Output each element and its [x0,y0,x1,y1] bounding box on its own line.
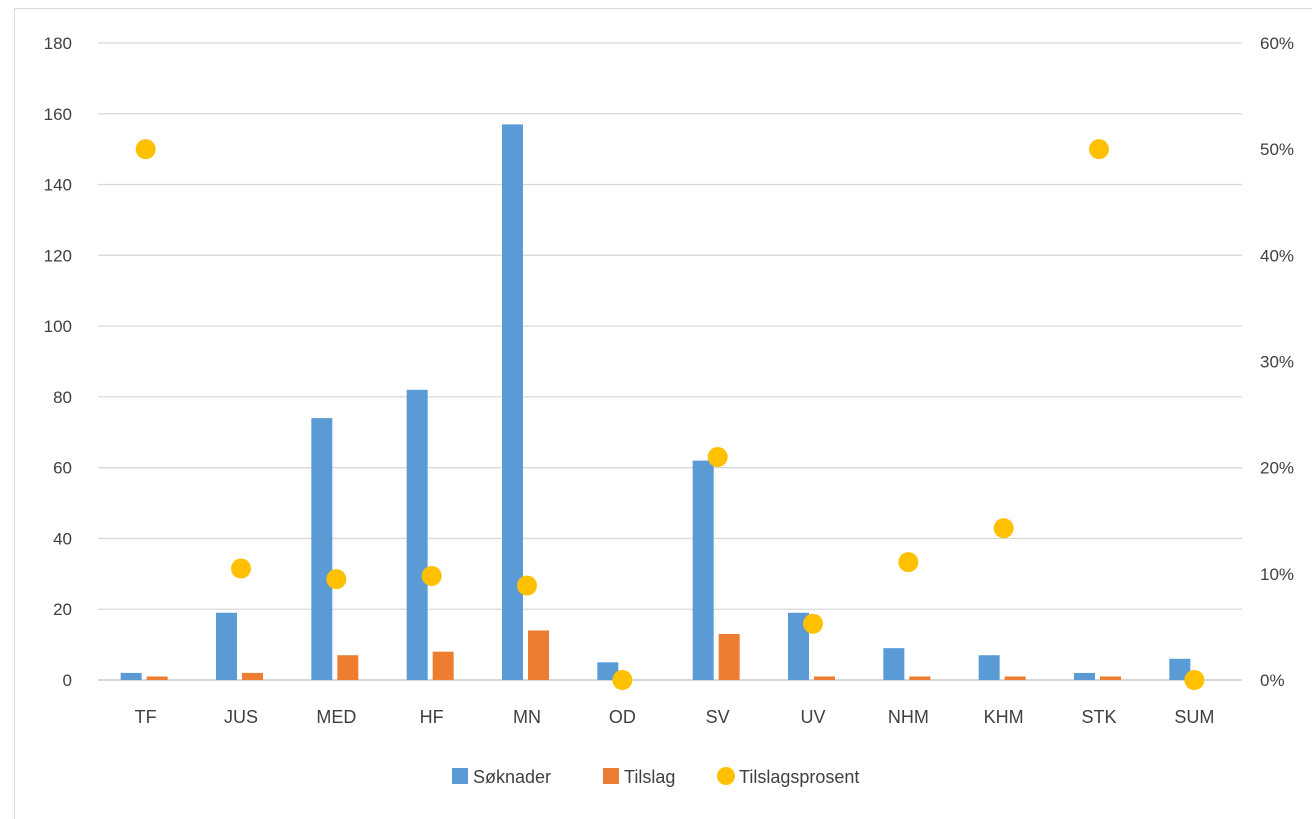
legend-marker-tilslag [603,768,619,784]
percent-points [135,139,1205,690]
x-tick-label: HF [420,707,444,727]
right-tick-label: 20% [1260,459,1294,478]
legend: Søknader Tilslag Tilslagsprosent [452,767,859,787]
bar-s-knader-sv [692,460,714,680]
x-axis-ticks: TF JUS MED HF MN OD SV UV NHM KHM STK SUM [135,707,1215,727]
right-tick-label: 30% [1260,353,1294,372]
x-tick-label: MED [316,707,356,727]
bar-tilslag-stk [1100,676,1121,680]
bar-s-knader-mn [502,124,523,680]
gridlines [98,42,1242,681]
left-tick-label: 40 [53,529,72,548]
legend-label-tilslag: Tilslag [624,767,675,787]
point-sv [707,447,728,468]
point-tf [135,139,156,160]
x-tick-label: SV [706,707,730,727]
bar-s-knader-sum [1169,658,1191,680]
left-tick-label: 180 [44,34,72,53]
bar-tilslag-uv [814,676,835,680]
x-tick-label: NHM [888,707,929,727]
bar-s-knader-hf [406,389,428,680]
right-tick-label: 50% [1260,140,1294,159]
x-tick-label: MN [513,707,541,727]
bar-tilslag-sv [718,633,740,680]
x-tick-label: JUS [224,707,258,727]
left-tick-label: 100 [44,317,72,336]
bar-s-knader-med [311,418,333,680]
legend-label-tilslagsprosent: Tilslagsprosent [739,767,859,787]
x-tick-label: TF [135,707,157,727]
x-tick-label: SUM [1174,707,1214,727]
bar-s-knader-jus [216,612,237,680]
bar-tilslag-nhm [909,676,931,680]
point-hf [421,565,442,586]
point-khm [993,518,1014,539]
x-tick-label: UV [800,707,825,727]
left-tick-label: 20 [53,600,72,619]
bar-tilslag-med [337,655,359,680]
x-tick-label: OD [609,707,636,727]
point-uv [803,613,823,634]
right-axis-ticks: 0% 10% 20% 30% 40% 50% 60% [1260,34,1294,690]
right-tick-label: 40% [1260,246,1294,265]
x-tick-label: KHM [984,707,1024,727]
bar-tilslag-tf [146,676,168,680]
left-tick-label: 0 [63,671,72,690]
point-jus [231,558,251,579]
bar-s-knader-nhm [883,648,905,680]
bars [120,124,1191,680]
bar-tilslag-jus [242,672,263,680]
left-tick-label: 80 [53,388,72,407]
left-tick-label: 160 [44,105,72,124]
bar-s-knader-stk [1074,672,1095,680]
bar-s-knader-khm [978,655,1000,680]
point-stk [1089,139,1109,160]
bar-s-knader-od [597,662,619,680]
left-axis-ticks: 0 20 40 60 80 100 120 140 160 180 [44,34,72,690]
left-tick-label: 60 [53,459,72,478]
left-tick-label: 140 [44,176,72,195]
bar-s-knader-tf [120,672,142,680]
point-sum [1184,670,1205,690]
bar-tilslag-mn [528,630,549,680]
point-od [612,670,633,690]
chart-frame [14,8,1312,819]
point-mn [517,575,537,596]
right-tick-label: 0% [1260,671,1285,690]
right-tick-label: 10% [1260,565,1294,584]
x-tick-label: STK [1081,707,1116,727]
point-med [326,569,347,590]
legend-marker-s-knader [452,768,468,784]
right-tick-label: 60% [1260,34,1294,53]
bar-tilslag-hf [432,651,454,680]
left-tick-label: 120 [44,246,72,265]
legend-label-s-knader: Søknader [473,767,551,787]
bar-s-knader-uv [788,612,809,680]
bar-tilslag-khm [1004,676,1026,680]
point-nhm [898,552,919,573]
legend-marker-tilslagsprosent [717,767,735,785]
